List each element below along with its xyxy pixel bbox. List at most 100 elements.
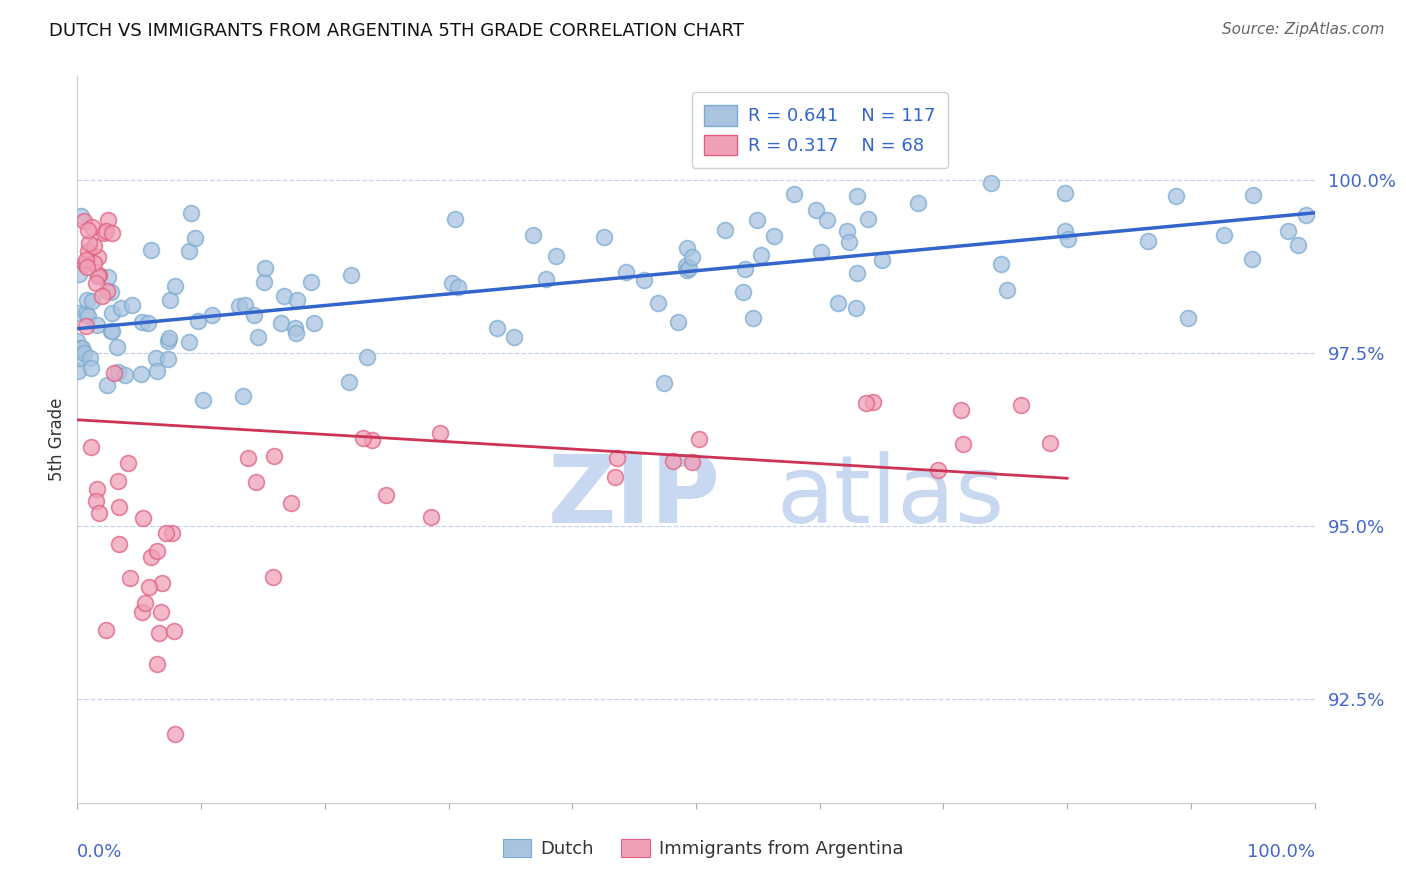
Point	[83, 239, 105, 253]
Point	[1136, 234, 1159, 248]
Text: ZIP: ZIP	[547, 451, 720, 543]
Point	[121, 298, 143, 312]
Point	[72, 346, 94, 360]
Point	[952, 436, 974, 450]
Point	[763, 229, 786, 244]
Point	[592, 229, 614, 244]
Point	[245, 475, 267, 489]
Point	[837, 224, 859, 238]
Point	[96, 623, 118, 637]
Point	[340, 268, 363, 282]
Point	[273, 288, 295, 302]
Point	[254, 260, 277, 275]
Point	[676, 241, 699, 255]
Point	[146, 544, 169, 558]
Point	[633, 273, 655, 287]
Text: atlas: atlas	[776, 451, 1005, 543]
Point	[356, 350, 378, 364]
Point	[838, 235, 860, 249]
Point	[1240, 252, 1263, 267]
Point	[606, 450, 628, 465]
Point	[1241, 188, 1264, 202]
Point	[86, 251, 108, 265]
Point	[96, 284, 118, 298]
Point	[67, 306, 90, 320]
Text: Source: ZipAtlas.com: Source: ZipAtlas.com	[1222, 22, 1385, 37]
Point	[77, 244, 100, 258]
Point	[668, 315, 690, 329]
Point	[262, 570, 284, 584]
Point	[86, 483, 108, 497]
Point	[827, 296, 849, 310]
Point	[675, 263, 697, 277]
Point	[361, 433, 384, 447]
Point	[1277, 224, 1299, 238]
Point	[1286, 237, 1309, 252]
Point	[447, 280, 470, 294]
Point	[270, 316, 292, 330]
Point	[148, 625, 170, 640]
Point	[82, 293, 104, 308]
Point	[522, 227, 544, 242]
Point	[652, 376, 675, 391]
Point	[734, 261, 756, 276]
Point	[157, 331, 180, 345]
Point	[179, 334, 201, 349]
Point	[131, 315, 153, 329]
Point	[352, 432, 374, 446]
Point	[110, 301, 132, 316]
Text: 100.0%: 100.0%	[1247, 843, 1315, 861]
Point	[86, 318, 108, 333]
Point	[441, 276, 464, 290]
Point	[263, 450, 285, 464]
Point	[100, 324, 122, 338]
Point	[603, 469, 626, 483]
Point	[146, 364, 169, 378]
Point	[70, 209, 93, 223]
Point	[83, 255, 105, 269]
Point	[815, 212, 838, 227]
Point	[152, 576, 174, 591]
Point	[69, 351, 91, 365]
Point	[101, 226, 124, 240]
Point	[304, 316, 326, 330]
Point	[90, 289, 112, 303]
Point	[145, 657, 167, 672]
Point	[749, 248, 772, 262]
Point	[681, 250, 703, 264]
Point	[285, 326, 308, 340]
Point	[856, 212, 879, 227]
Point	[486, 321, 509, 335]
Point	[75, 252, 97, 267]
Point	[201, 308, 224, 322]
Point	[337, 375, 360, 389]
Point	[107, 365, 129, 379]
Point	[80, 360, 103, 375]
Point	[187, 313, 209, 327]
Point	[107, 475, 129, 489]
Point	[681, 454, 703, 468]
Point	[138, 316, 160, 330]
Point	[443, 212, 465, 227]
Point	[284, 321, 307, 335]
Point	[374, 488, 396, 502]
Point	[134, 596, 156, 610]
Point	[117, 456, 139, 470]
Point	[96, 224, 118, 238]
Point	[246, 330, 269, 344]
Point	[661, 454, 683, 468]
Point	[280, 496, 302, 510]
Point	[89, 268, 111, 282]
Point	[1054, 223, 1077, 237]
Point	[243, 308, 266, 322]
Point	[70, 341, 93, 355]
Point	[159, 293, 181, 307]
Point	[80, 220, 103, 235]
Point	[138, 580, 160, 594]
Point	[101, 306, 124, 320]
Point	[614, 265, 637, 279]
Point	[101, 325, 124, 339]
Point	[1056, 232, 1078, 246]
Legend: Dutch, Immigrants from Argentina: Dutch, Immigrants from Argentina	[495, 831, 911, 865]
Point	[1054, 186, 1077, 201]
